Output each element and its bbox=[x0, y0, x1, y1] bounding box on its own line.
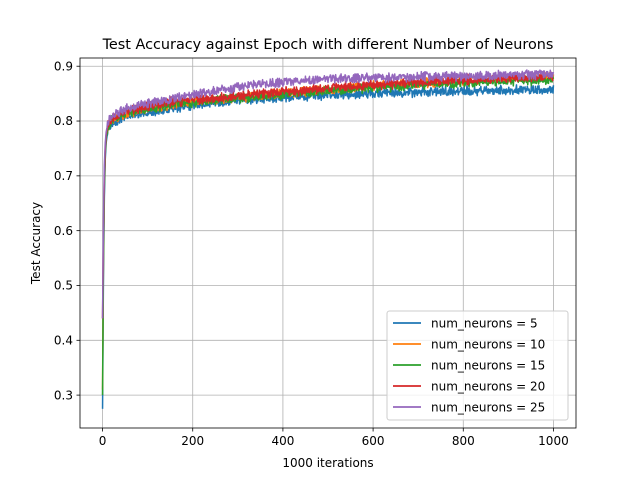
legend: num_neurons = 5 num_neurons = 10 num_neuro… bbox=[386, 310, 569, 421]
legend-label: num_neurons = 15 bbox=[431, 358, 545, 372]
x-tick-label: 800 bbox=[452, 434, 475, 448]
legend-label: num_neurons = 25 bbox=[431, 400, 545, 414]
y-tick-label: 0.4 bbox=[54, 333, 73, 347]
x-tick-label: 400 bbox=[271, 434, 294, 448]
x-tick-label: 600 bbox=[362, 434, 385, 448]
x-axis-label: 1000 iterations bbox=[282, 456, 373, 470]
y-tick-label: 0.5 bbox=[54, 279, 73, 293]
y-tick-label: 0.8 bbox=[54, 114, 73, 128]
series-line bbox=[101, 69, 555, 319]
y-tick-label: 0.9 bbox=[54, 59, 73, 73]
legend-label: num_neurons = 5 bbox=[431, 316, 538, 330]
y-axis-ticks: 0.3 0.4 0.5 0.6 0.7 0.8 0.9 bbox=[54, 59, 80, 402]
x-tick-label: 0 bbox=[99, 434, 107, 448]
y-tick-label: 0.7 bbox=[54, 169, 73, 183]
x-tick-label: 1000 bbox=[538, 434, 569, 448]
chart-title: Test Accuracy against Epoch with differe… bbox=[102, 37, 554, 53]
legend-box bbox=[386, 310, 569, 421]
plot-frame bbox=[79, 57, 577, 429]
legend-label: num_neurons = 20 bbox=[431, 379, 545, 393]
legend-label: num_neurons = 10 bbox=[431, 337, 545, 351]
x-tick-label: 200 bbox=[181, 434, 204, 448]
y-axis-label: Test Accuracy bbox=[29, 202, 43, 285]
series-layer bbox=[101, 69, 555, 409]
x-axis-ticks: 0 200 400 600 800 1000 bbox=[99, 428, 569, 448]
y-tick-label: 0.6 bbox=[54, 224, 73, 238]
y-tick-label: 0.3 bbox=[54, 388, 73, 402]
grid bbox=[80, 58, 576, 428]
